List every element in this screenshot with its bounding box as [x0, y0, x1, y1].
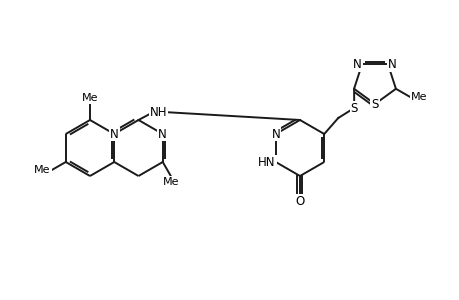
- Text: S: S: [350, 101, 357, 115]
- Text: N: N: [110, 128, 118, 140]
- Text: O: O: [295, 195, 304, 208]
- Text: Me: Me: [82, 93, 98, 103]
- Text: N: N: [353, 58, 361, 71]
- Text: N: N: [158, 128, 167, 140]
- Text: NH: NH: [150, 106, 167, 118]
- Text: S: S: [370, 98, 378, 110]
- Text: Me: Me: [34, 165, 51, 175]
- Text: Me: Me: [162, 177, 179, 187]
- Text: N: N: [271, 128, 280, 140]
- Text: N: N: [387, 58, 396, 71]
- Text: HN: HN: [257, 155, 275, 169]
- Text: S: S: [350, 101, 357, 115]
- Text: Me: Me: [410, 92, 426, 102]
